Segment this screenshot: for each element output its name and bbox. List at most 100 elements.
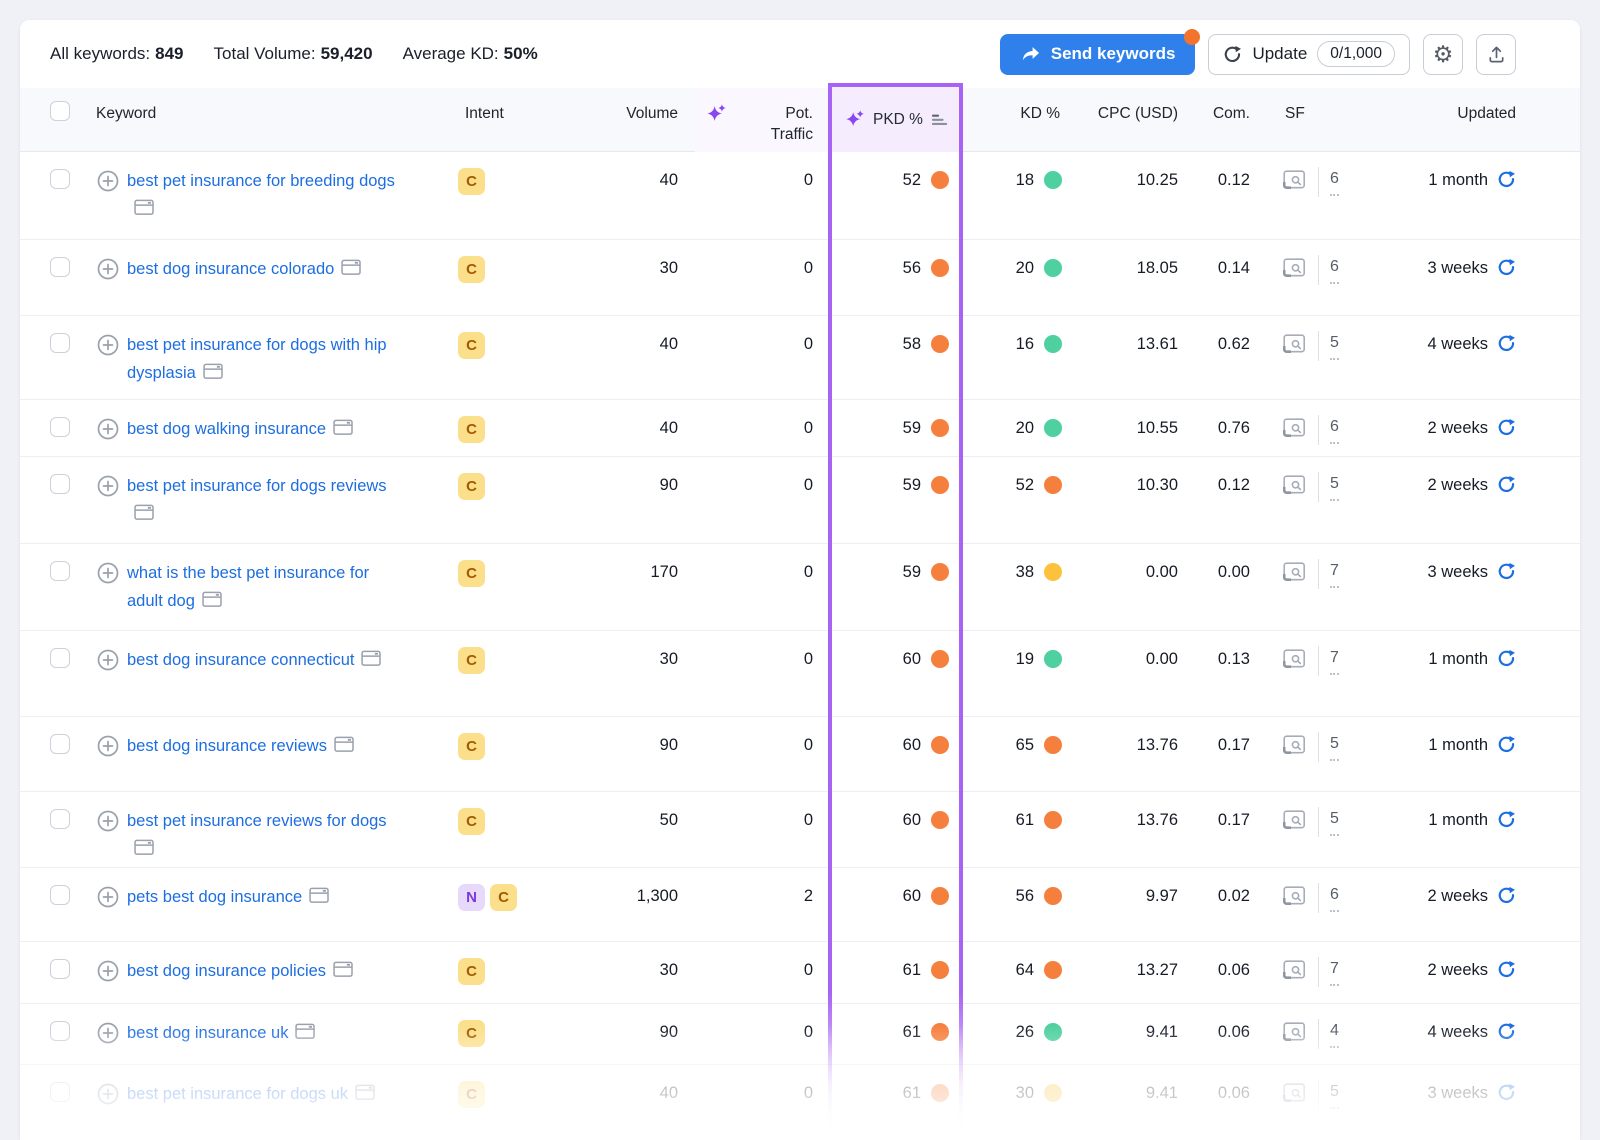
keyword-link[interactable]: best dog insurance reviews bbox=[127, 736, 355, 755]
serp-preview-icon[interactable] bbox=[355, 1084, 376, 1101]
serp-features-icon[interactable] bbox=[1283, 170, 1307, 190]
header-com[interactable]: Com. bbox=[1212, 105, 1250, 122]
expand-plus-icon[interactable] bbox=[96, 333, 120, 387]
header-sf[interactable]: SF bbox=[1285, 105, 1305, 122]
serp-features-icon[interactable] bbox=[1283, 960, 1307, 980]
serp-preview-icon[interactable] bbox=[134, 504, 155, 521]
serp-preview-icon[interactable] bbox=[361, 650, 382, 667]
header-updated[interactable]: Updated bbox=[1457, 105, 1516, 122]
keyword-link[interactable]: best dog walking insurance bbox=[127, 419, 354, 438]
sf-count[interactable]: 6 bbox=[1330, 167, 1339, 196]
header-volume[interactable]: Volume bbox=[626, 105, 678, 122]
row-checkbox[interactable] bbox=[50, 257, 70, 277]
serp-features-icon[interactable] bbox=[1283, 258, 1307, 278]
serp-features-icon[interactable] bbox=[1283, 1022, 1307, 1042]
serp-features-icon[interactable] bbox=[1283, 735, 1307, 755]
header-intent[interactable]: Intent bbox=[465, 105, 504, 122]
row-checkbox[interactable] bbox=[50, 734, 70, 754]
expand-plus-icon[interactable] bbox=[96, 734, 120, 763]
sf-count[interactable]: 7 bbox=[1330, 957, 1339, 986]
expand-plus-icon[interactable] bbox=[96, 1082, 120, 1111]
expand-plus-icon[interactable] bbox=[96, 885, 120, 914]
header-cpc[interactable]: CPC (USD) bbox=[1097, 105, 1178, 122]
serp-preview-icon[interactable] bbox=[309, 887, 330, 904]
serp-preview-icon[interactable] bbox=[134, 199, 155, 216]
row-checkbox[interactable] bbox=[50, 169, 70, 189]
refresh-icon[interactable] bbox=[1497, 562, 1516, 581]
serp-preview-icon[interactable] bbox=[333, 419, 354, 436]
expand-plus-icon[interactable] bbox=[96, 809, 120, 863]
select-all-checkbox[interactable] bbox=[50, 101, 70, 121]
serp-features-icon[interactable] bbox=[1283, 475, 1307, 495]
keyword-link[interactable]: best pet insurance for dogs reviews bbox=[127, 477, 387, 523]
serp-preview-icon[interactable] bbox=[334, 736, 355, 753]
row-checkbox[interactable] bbox=[50, 885, 70, 905]
keyword-link[interactable]: best dog insurance policies bbox=[127, 961, 354, 980]
serp-features-icon[interactable] bbox=[1283, 1083, 1307, 1103]
refresh-icon[interactable] bbox=[1497, 334, 1516, 353]
refresh-icon[interactable] bbox=[1497, 475, 1516, 494]
sf-count[interactable]: 7 bbox=[1330, 559, 1339, 588]
refresh-icon[interactable] bbox=[1497, 649, 1516, 668]
row-checkbox[interactable] bbox=[50, 561, 70, 581]
row-checkbox[interactable] bbox=[50, 809, 70, 829]
keyword-link[interactable]: what is the best pet insurance for adult… bbox=[127, 564, 369, 610]
sf-count[interactable]: 6 bbox=[1330, 883, 1339, 912]
serp-features-icon[interactable] bbox=[1283, 810, 1307, 830]
expand-plus-icon[interactable] bbox=[96, 648, 120, 677]
keyword-link[interactable]: best dog insurance uk bbox=[127, 1023, 316, 1042]
expand-plus-icon[interactable] bbox=[96, 1021, 120, 1050]
expand-plus-icon[interactable] bbox=[96, 474, 120, 528]
keyword-link[interactable]: best pet insurance for dogs uk bbox=[127, 1084, 376, 1103]
expand-plus-icon[interactable] bbox=[96, 257, 120, 286]
expand-plus-icon[interactable] bbox=[96, 561, 120, 615]
serp-features-icon[interactable] bbox=[1283, 562, 1307, 582]
keyword-link[interactable]: pets best dog insurance bbox=[127, 887, 330, 906]
serp-preview-icon[interactable] bbox=[341, 259, 362, 276]
sf-count[interactable]: 7 bbox=[1330, 646, 1339, 675]
serp-preview-icon[interactable] bbox=[202, 591, 223, 608]
serp-preview-icon[interactable] bbox=[333, 961, 354, 978]
keyword-link[interactable]: best pet insurance for breeding dogs bbox=[127, 172, 395, 218]
refresh-icon[interactable] bbox=[1497, 810, 1516, 829]
row-checkbox[interactable] bbox=[50, 959, 70, 979]
serp-preview-icon[interactable] bbox=[134, 839, 155, 856]
row-checkbox[interactable] bbox=[50, 417, 70, 437]
refresh-icon[interactable] bbox=[1497, 170, 1516, 189]
sf-count[interactable]: 6 bbox=[1330, 415, 1339, 444]
row-checkbox[interactable] bbox=[50, 648, 70, 668]
refresh-icon[interactable] bbox=[1497, 886, 1516, 905]
expand-plus-icon[interactable] bbox=[96, 959, 120, 988]
refresh-icon[interactable] bbox=[1497, 960, 1516, 979]
expand-plus-icon[interactable] bbox=[96, 169, 120, 223]
header-keyword[interactable]: Keyword bbox=[96, 105, 157, 122]
refresh-icon[interactable] bbox=[1497, 258, 1516, 277]
serp-features-icon[interactable] bbox=[1283, 418, 1307, 438]
serp-features-icon[interactable] bbox=[1283, 649, 1307, 669]
refresh-icon[interactable] bbox=[1497, 735, 1516, 754]
header-kd[interactable]: KD % bbox=[1020, 105, 1060, 122]
row-checkbox[interactable] bbox=[50, 333, 70, 353]
row-checkbox[interactable] bbox=[50, 474, 70, 494]
keyword-link[interactable]: best dog insurance colorado bbox=[127, 259, 362, 278]
refresh-icon[interactable] bbox=[1497, 1022, 1516, 1041]
serp-preview-icon[interactable] bbox=[203, 363, 224, 380]
expand-plus-icon[interactable] bbox=[96, 417, 120, 446]
header-pot-traffic[interactable]: Pot. Traffic bbox=[695, 88, 828, 152]
keyword-link[interactable]: best pet insurance reviews for dogs bbox=[127, 812, 387, 858]
serp-features-icon[interactable] bbox=[1283, 334, 1307, 354]
refresh-icon[interactable] bbox=[1497, 418, 1516, 437]
row-checkbox[interactable] bbox=[50, 1082, 70, 1102]
settings-button[interactable]: ⚙ bbox=[1423, 33, 1463, 75]
refresh-icon[interactable] bbox=[1497, 1083, 1516, 1102]
export-button[interactable] bbox=[1476, 33, 1516, 75]
sf-count[interactable]: 4 bbox=[1330, 1019, 1339, 1048]
sf-count[interactable]: 5 bbox=[1330, 732, 1339, 761]
row-checkbox[interactable] bbox=[50, 1021, 70, 1041]
sf-count[interactable]: 6 bbox=[1330, 255, 1339, 284]
update-button[interactable]: Update 0/1,000 bbox=[1208, 33, 1410, 75]
sf-count[interactable]: 5 bbox=[1330, 331, 1339, 360]
sf-count[interactable]: 5 bbox=[1330, 1080, 1339, 1109]
serp-features-icon[interactable] bbox=[1283, 886, 1307, 906]
send-keywords-button[interactable]: Send keywords bbox=[999, 28, 1201, 75]
